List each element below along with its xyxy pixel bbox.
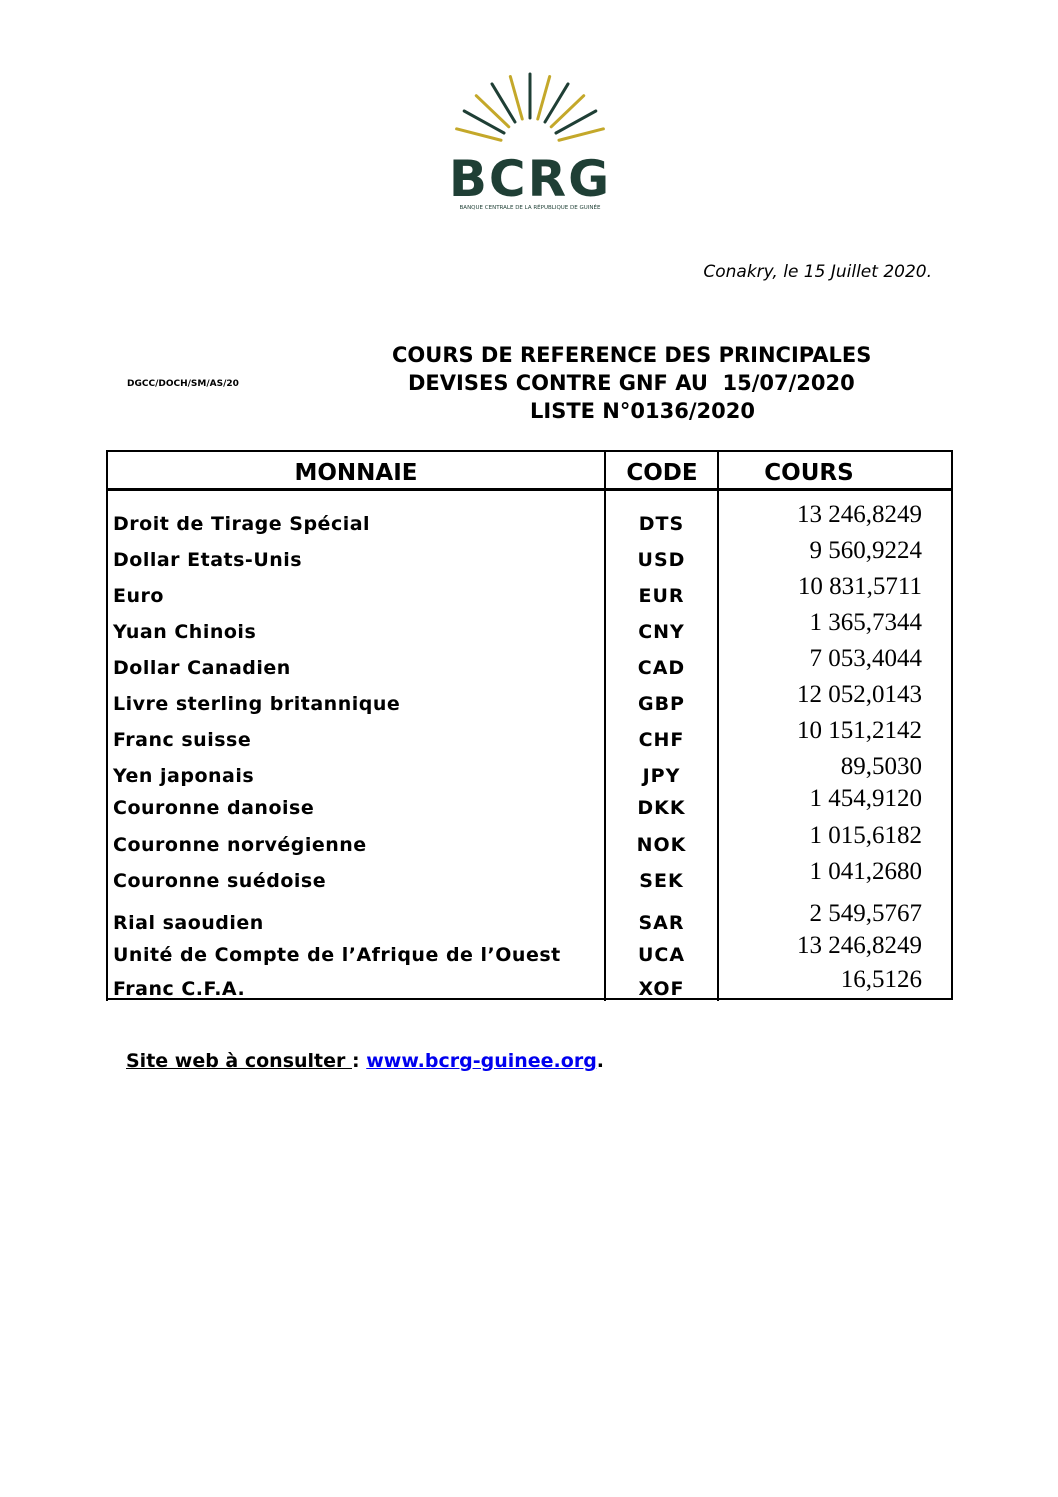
header-rate-label: COURS <box>764 460 854 486</box>
currency-rate: 13 246,8249 <box>797 932 922 959</box>
currency-rate: 89,5030 <box>840 753 922 780</box>
currency-rate: 10 151,2142 <box>797 717 922 744</box>
logo-ray <box>490 82 517 124</box>
separator: : <box>352 1050 367 1072</box>
currency-code: JPY <box>642 765 681 787</box>
table-border <box>717 998 953 1000</box>
column-divider <box>604 450 606 1001</box>
currency-rate: 1 365,7344 <box>809 609 923 636</box>
currency-name: Unité de Compte de l’Afrique de l’Ouest <box>113 944 561 966</box>
currency-name: Livre sterling britannique <box>113 693 401 715</box>
currency-code: UCA <box>637 944 686 966</box>
currency-rate: 13 246,8249 <box>797 501 922 528</box>
currency-rate: 16,5126 <box>840 966 922 993</box>
logo-subtitle: BANQUE CENTRALE DE LA RÉPUBLIQUE DE GUIN… <box>459 205 601 211</box>
header-currency: MONNAIE <box>294 460 418 486</box>
currency-code: XOF <box>638 978 685 1000</box>
logo-ray <box>549 94 586 129</box>
title-line-2: DEVISES CONTRE GNF AU 15/07/2020 <box>408 371 855 395</box>
title-line-3: LISTE N°0136/2020 <box>530 399 755 423</box>
table-row: Couronne danoise DKK 1 454,9120 <box>106 785 952 821</box>
currency-rate: 1 041,2680 <box>809 858 923 885</box>
header-code: CODE <box>626 460 698 486</box>
currency-code: GBP <box>637 693 685 715</box>
table-row: Rial saoudien SAR 2 549,5767 <box>106 900 952 936</box>
currency-code: EUR <box>638 585 685 607</box>
currency-code: CAD <box>637 657 686 679</box>
currency-rate: 7 053,4044 <box>809 645 923 672</box>
currency-rate: 1 015,6182 <box>809 822 923 849</box>
logo-ray <box>508 75 524 121</box>
table-row: Franc suisse CHF 10 151,2142 <box>106 717 952 753</box>
currency-name: Euro <box>113 585 164 607</box>
logo-ray <box>462 109 506 135</box>
currency-code: USD <box>637 549 686 571</box>
currency-rate: 9 560,9224 <box>809 537 923 564</box>
currency-code: DTS <box>638 513 685 535</box>
currency-code: SEK <box>639 870 684 892</box>
currency-code: CNY <box>638 621 685 643</box>
currency-name: Couronne norvégienne <box>113 834 367 856</box>
currency-rate: 2 549,5767 <box>809 900 923 927</box>
document-date: Conakry, le 15 Juillet 2020. <box>703 262 932 282</box>
currency-name: Couronne danoise <box>113 797 315 819</box>
logo-ray <box>543 82 570 124</box>
period: . <box>596 1050 605 1072</box>
table-row: Dollar Canadien CAD 7 053,4044 <box>106 645 952 681</box>
currency-name: Droit de Tirage Spécial <box>113 513 371 535</box>
table-border <box>106 450 953 452</box>
currency-name: Dollar Canadien <box>113 657 291 679</box>
table-row: Unité de Compte de l’Afrique de l’Ouest … <box>106 932 952 968</box>
table-row: Franc C.F.A. XOF 16,5126 <box>106 966 952 1002</box>
table-row: Droit de Tirage Spécial DTS 13 246,8249 <box>106 501 952 537</box>
table-row: Dollar Etats-Unis USD 9 560,9224 <box>106 537 952 573</box>
logo-ray <box>554 109 598 135</box>
table-border <box>106 998 719 1000</box>
logo-ray <box>474 94 511 129</box>
table-row: Livre sterling britannique GBP 12 052,01… <box>106 681 952 717</box>
table-row: Yuan Chinois CNY 1 365,7344 <box>106 609 952 645</box>
table-row: Couronne norvégienne NOK 1 015,6182 <box>106 822 952 858</box>
currency-rate: 10 831,5711 <box>797 573 922 600</box>
currency-name: Yuan Chinois <box>113 621 257 643</box>
page-title: COURS DE REFERENCE DES PRINCIPALES DEVIS… <box>380 341 940 425</box>
table-row: Euro EUR 10 831,5711 <box>106 573 952 609</box>
table-row: Couronne suédoise SEK 1 041,2680 <box>106 858 952 894</box>
currency-code: NOK <box>636 834 687 856</box>
currency-code: CHF <box>638 729 685 751</box>
currency-name: Yen japonais <box>113 765 255 787</box>
currency-name: Franc suisse <box>113 729 252 751</box>
logo-ray <box>455 127 503 142</box>
reference-number: DGCC/DOCH/SM/AS/20 <box>127 379 239 389</box>
table-border <box>951 450 953 1000</box>
currency-name: Dollar Etats-Unis <box>113 549 303 571</box>
logo-ray <box>557 127 605 142</box>
header-divider <box>106 488 953 491</box>
currency-name: Rial saoudien <box>113 912 264 934</box>
website-label: Site web à consulter <box>126 1050 353 1072</box>
currency-code: SAR <box>638 912 685 934</box>
logo-text: BCRG <box>448 150 612 208</box>
website-note: Site web à consulter : www.bcrg-guinee.o… <box>126 1050 604 1072</box>
currency-code: DKK <box>637 797 686 819</box>
currency-name: Franc C.F.A. <box>113 978 246 1000</box>
website-link[interactable]: www.bcrg-guinee.org <box>366 1050 597 1072</box>
bcrg-logo: BCRG BANQUE CENTRALE DE LA RÉPUBLIQUE DE… <box>438 70 622 215</box>
logo-ray <box>536 75 552 121</box>
currency-rate: 12 052,0143 <box>797 681 922 708</box>
currency-name: Couronne suédoise <box>113 870 327 892</box>
table-row: Yen japonais JPY 89,5030 <box>106 753 952 789</box>
header-rate: COURS <box>719 450 951 496</box>
table-border <box>106 450 108 1001</box>
title-line-1: COURS DE REFERENCE DES PRINCIPALES <box>392 343 872 367</box>
column-divider <box>717 450 719 1001</box>
currency-rate: 1 454,9120 <box>809 785 923 812</box>
logo-rays-icon <box>452 72 608 154</box>
